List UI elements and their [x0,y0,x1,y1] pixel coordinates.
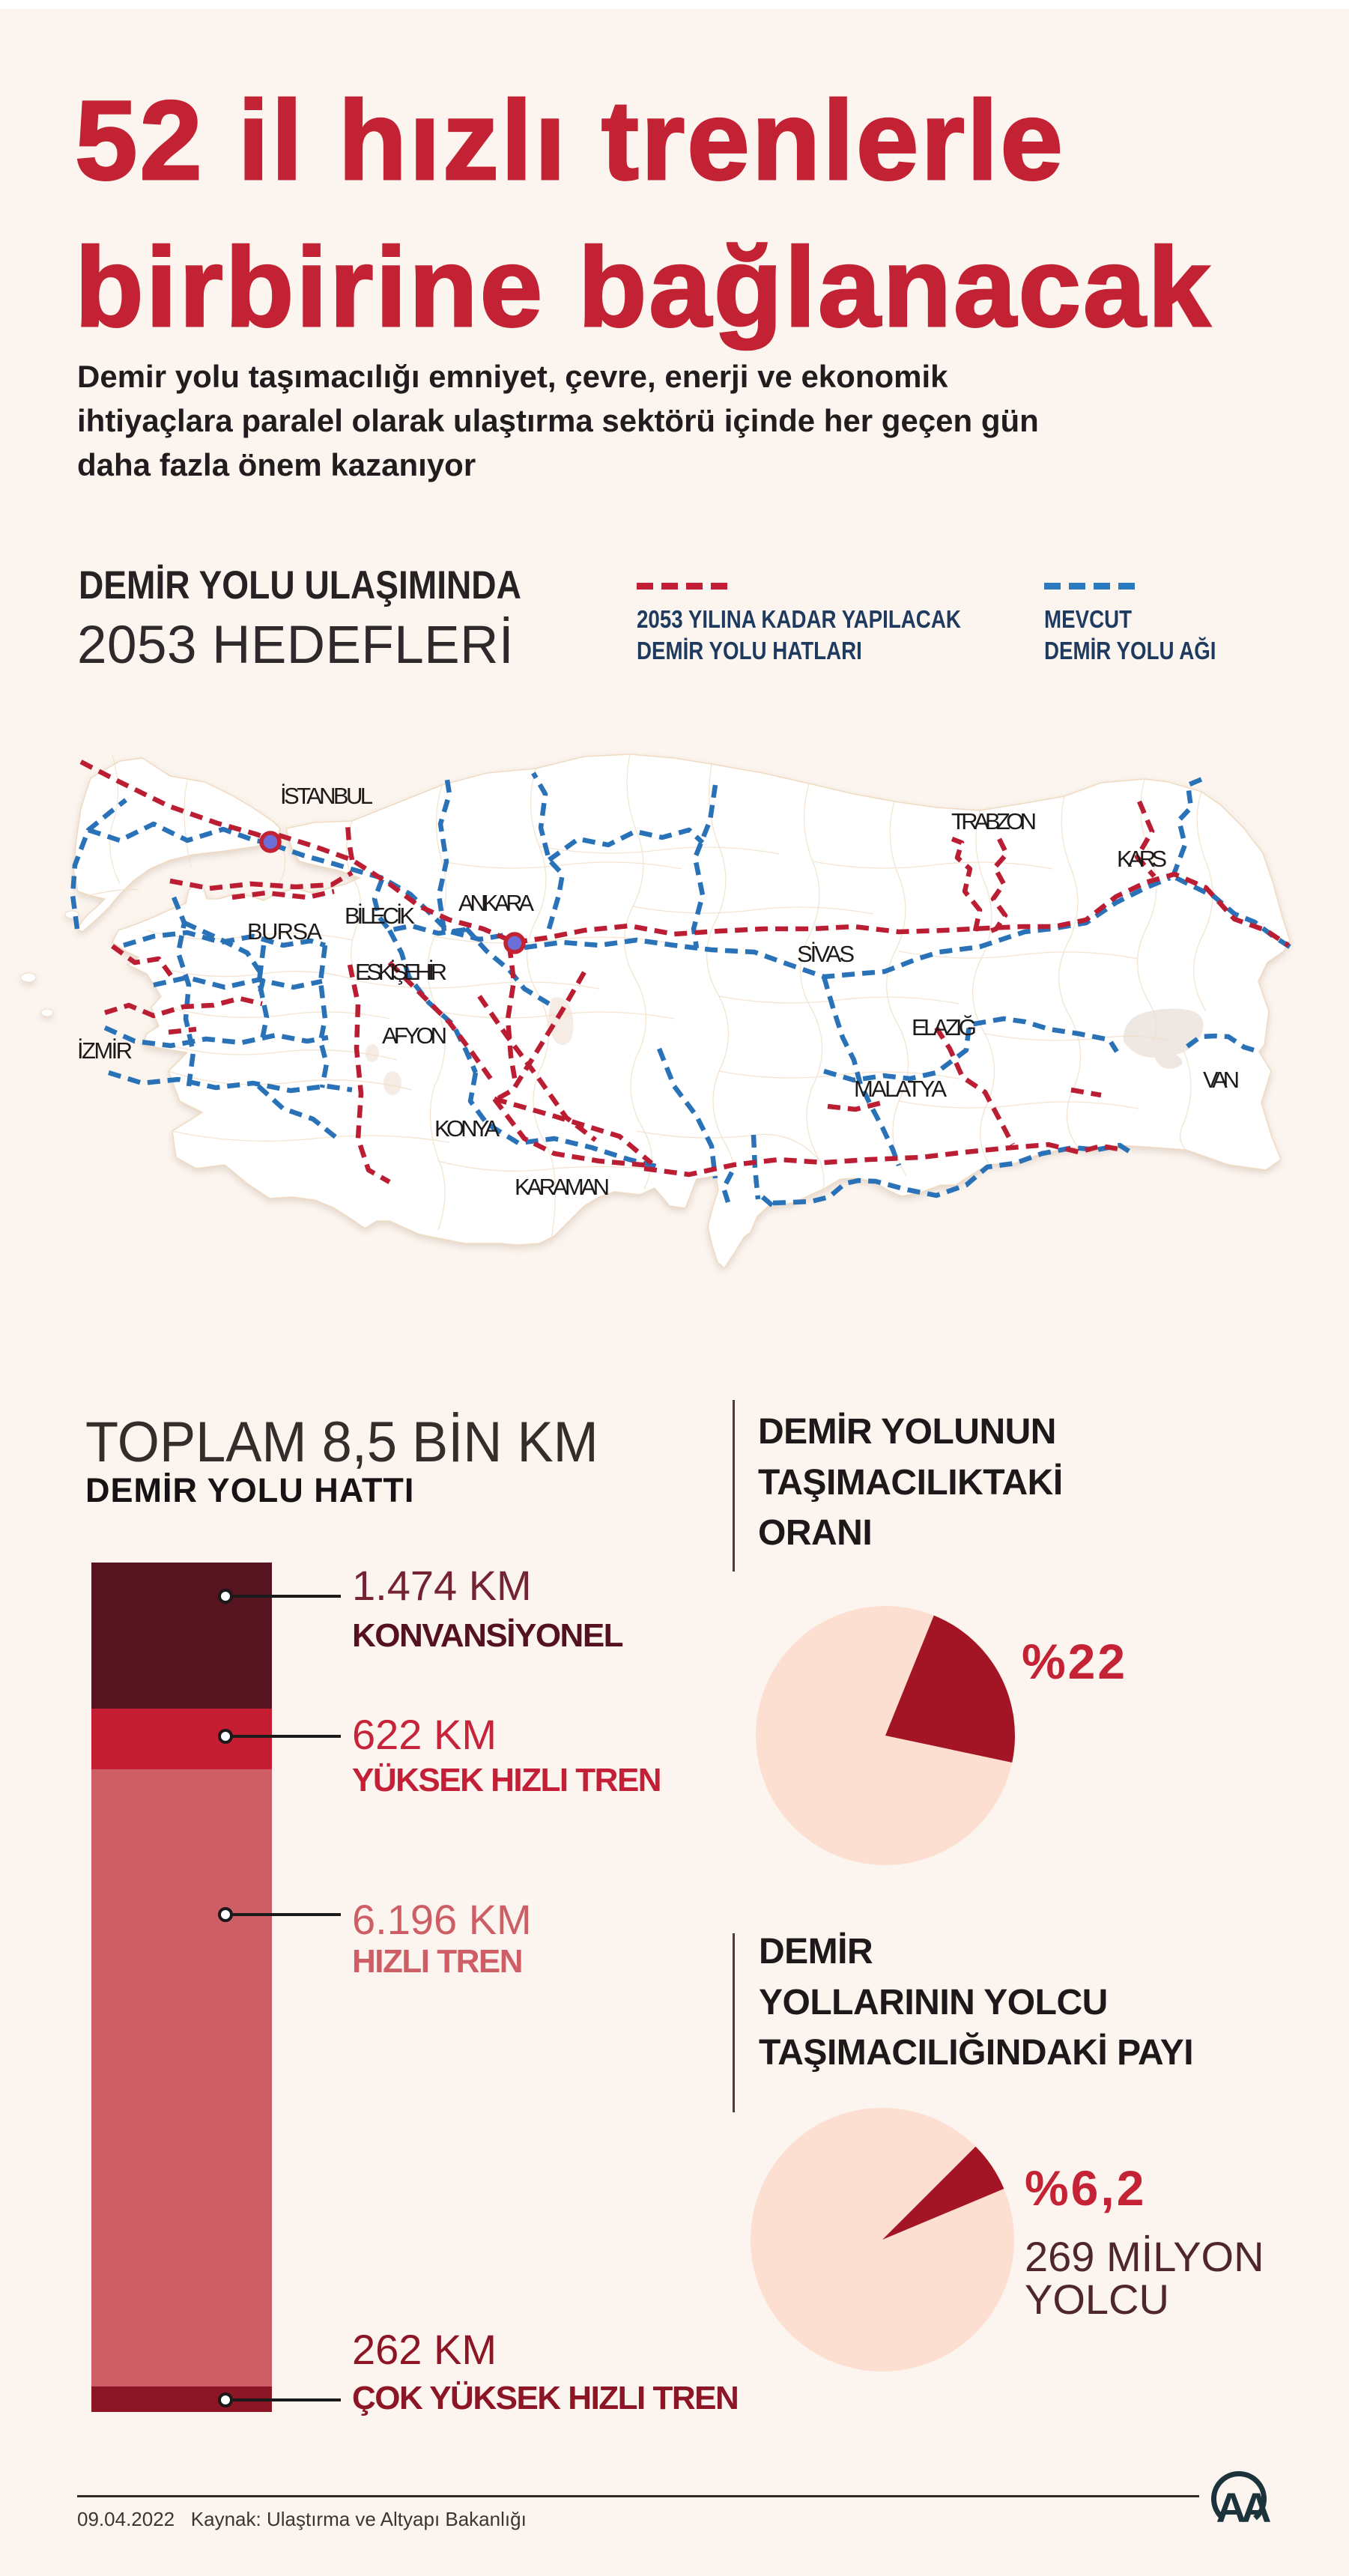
svg-text:ESKİŞEHİR: ESKİŞEHİR [355,959,447,985]
svg-text:KARAMAN: KARAMAN [515,1174,610,1200]
svg-text:AFYON: AFYON [382,1022,447,1049]
svg-text:BİLECİK: BİLECİK [345,903,415,929]
svg-text:VAN: VAN [1203,1067,1240,1093]
svg-text:İZMİR: İZMİR [77,1037,133,1064]
svg-text:ELAZIĞ: ELAZIĞ [912,1014,977,1040]
svg-text:BURSA: BURSA [247,918,322,945]
svg-text:MALATYA: MALATYA [854,1076,947,1102]
svg-text:ANKARA: ANKARA [458,890,534,916]
svg-text:AA: AA [1216,2484,1270,2531]
svg-text:İSTANBUL: İSTANBUL [280,783,373,809]
svg-text:KONYA: KONYA [434,1115,500,1142]
svg-text:KARS: KARS [1117,846,1167,872]
svg-text:TRABZON: TRABZON [951,808,1037,834]
svg-text:SİVAS: SİVAS [797,941,855,967]
